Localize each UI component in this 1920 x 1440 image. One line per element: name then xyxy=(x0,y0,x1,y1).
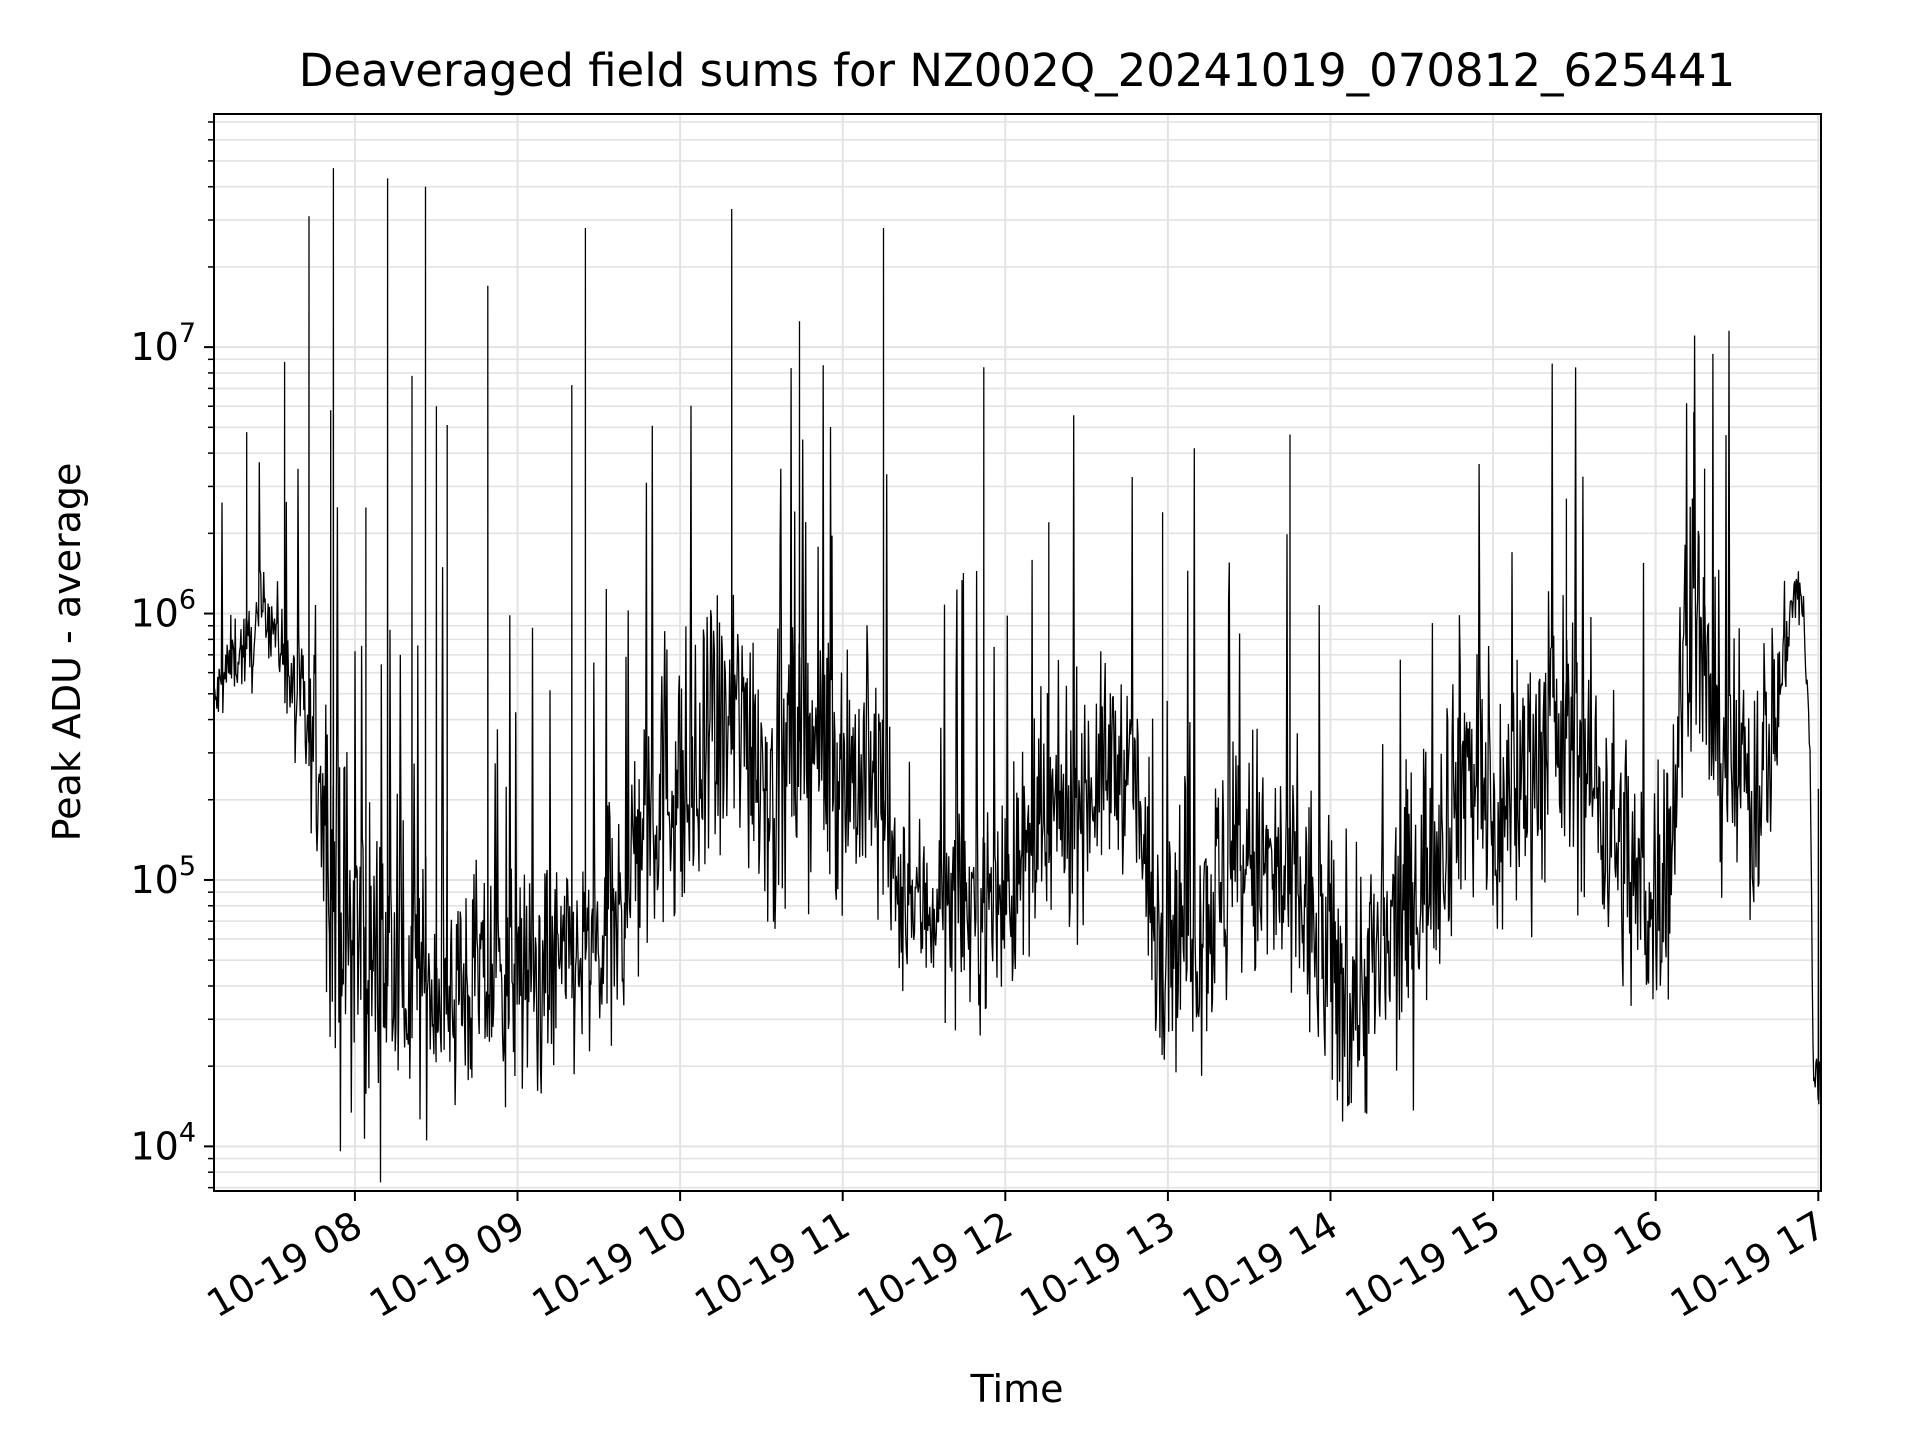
axes-frame xyxy=(213,113,1822,1192)
y-axis-label: Peak ADU - average xyxy=(45,463,89,842)
x-axis-label: Time xyxy=(970,1367,1064,1411)
y-tick-label: 107 xyxy=(130,318,196,369)
series-line xyxy=(213,168,1822,1183)
plot-area xyxy=(213,168,1822,1183)
y-axis: 104 105 106 107 xyxy=(130,121,214,1189)
chart-title: Deaveraged field sums for NZ002Q_2024101… xyxy=(299,44,1735,97)
y-tick-label: 106 xyxy=(130,585,196,636)
y-tick-label: 104 xyxy=(130,1117,196,1168)
y-tick-label: 105 xyxy=(130,851,196,902)
